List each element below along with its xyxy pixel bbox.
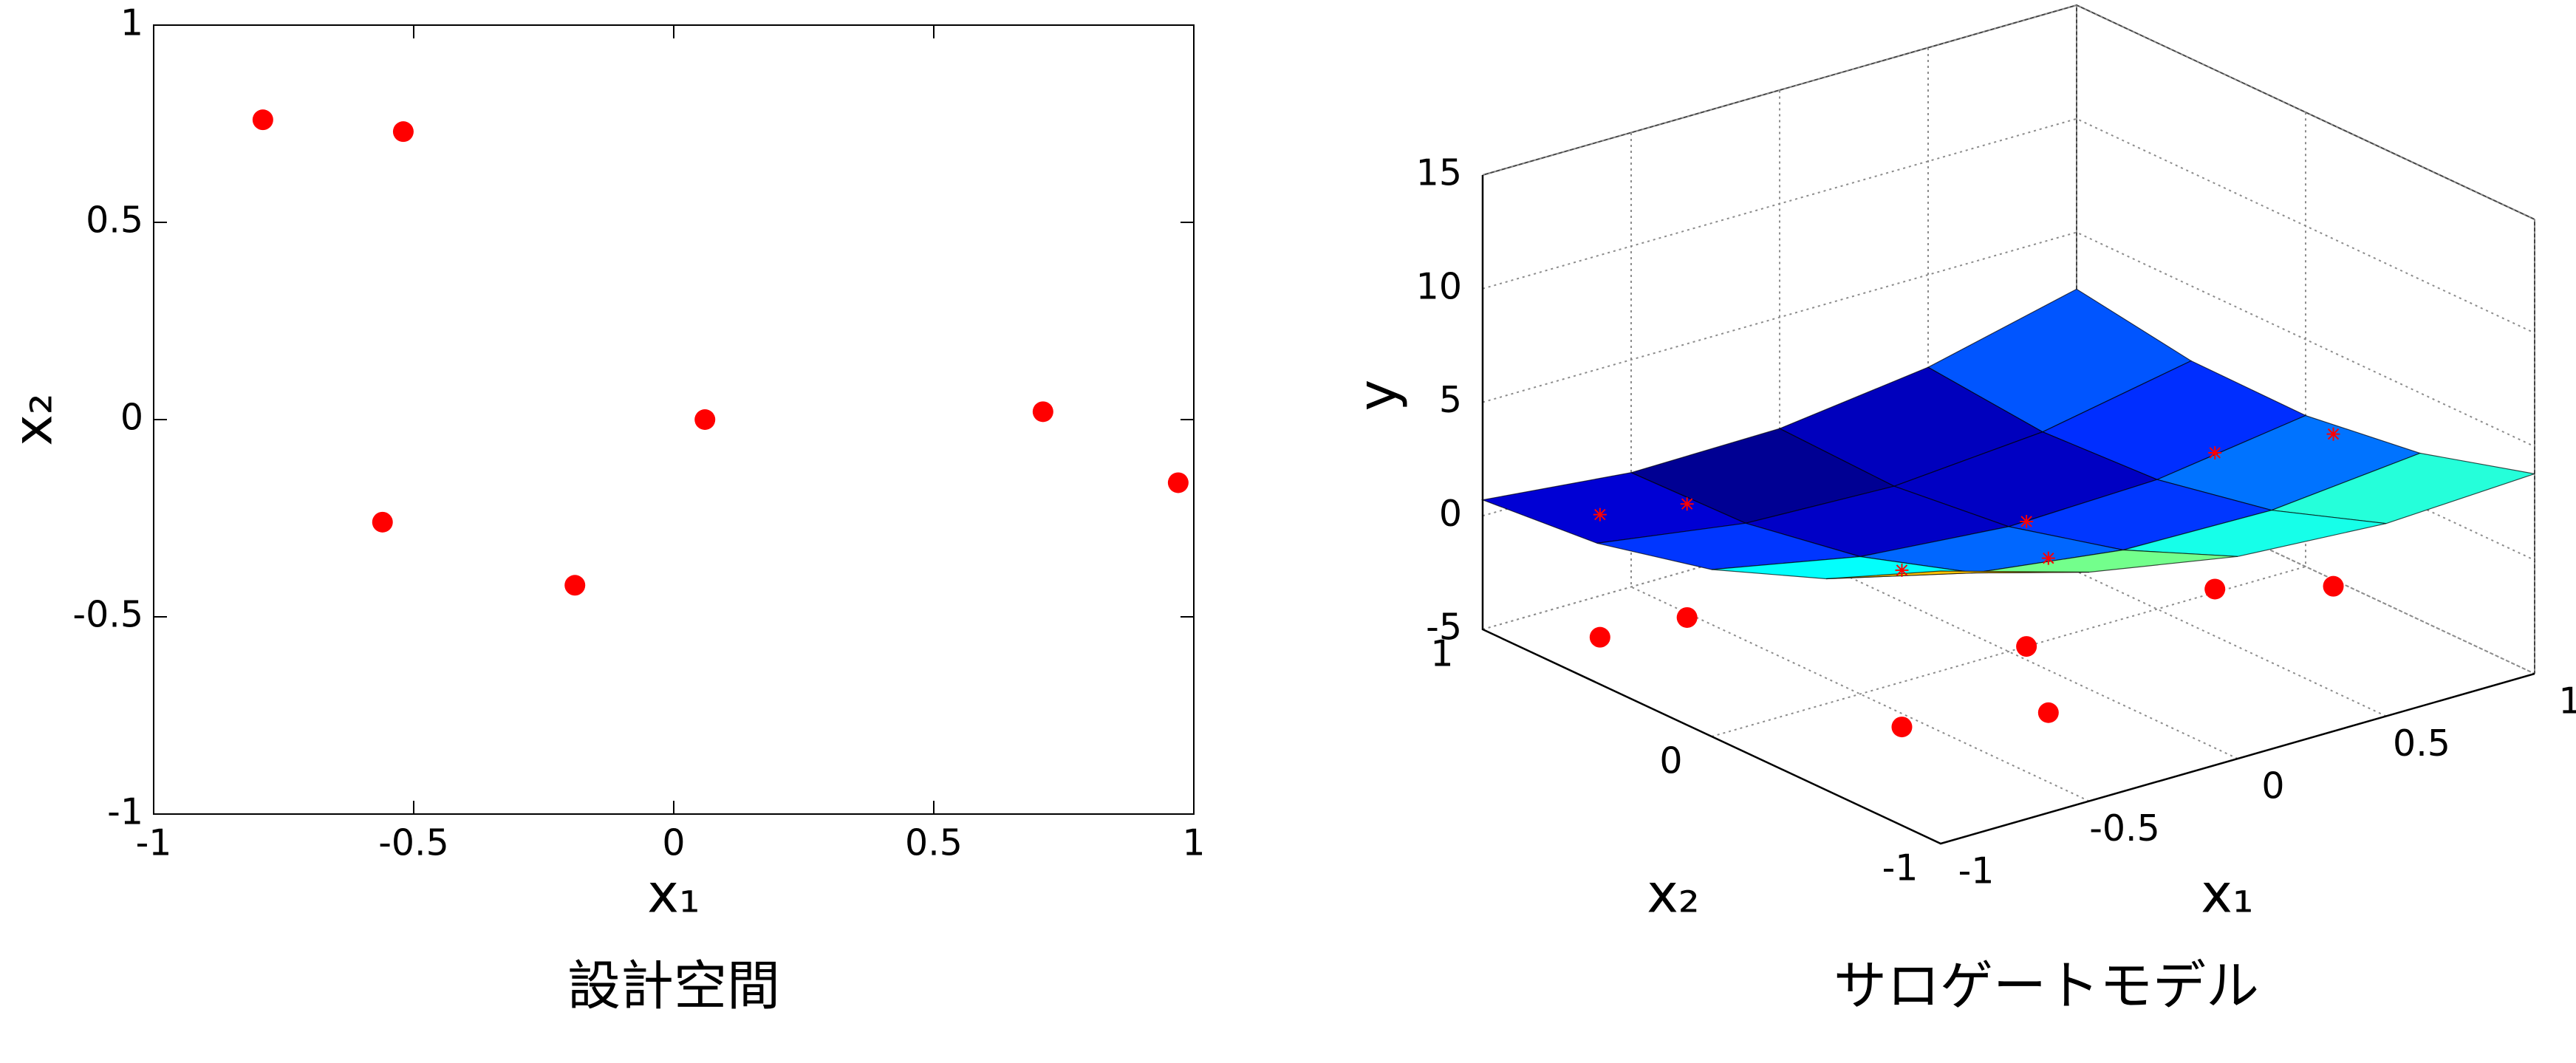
- z-tick-label: 10: [1416, 265, 1462, 307]
- data-point: [1167, 472, 1189, 493]
- z-tick-label: 15: [1416, 152, 1462, 194]
- sample-star: [2326, 427, 2340, 441]
- z-tick-label: 0: [1439, 493, 1462, 535]
- data-point: [392, 121, 414, 143]
- x1-tick-label: -1: [1958, 850, 1995, 892]
- caption: 設計空間: [567, 955, 780, 1017]
- x-tick-label: 1: [1182, 822, 1205, 864]
- floor-point: [1891, 717, 1913, 738]
- x-tick-label: 0: [662, 822, 685, 864]
- sample-star: [2041, 551, 2055, 565]
- y-tick-label: 1: [120, 2, 143, 44]
- data-point: [372, 511, 393, 533]
- sample-star: [2208, 445, 2222, 459]
- y-tick-label: -0.5: [72, 594, 143, 636]
- x-tick-label: 0.5: [905, 822, 963, 864]
- z-tick-label: -5: [1426, 606, 1462, 649]
- z-axis-label: y: [1347, 380, 1409, 411]
- z-tick-label: 5: [1439, 379, 1462, 421]
- sample-star: [1895, 563, 1909, 577]
- x-axis-label: x₁: [647, 863, 700, 925]
- floor-point: [1589, 626, 1610, 648]
- y-tick-label: 0: [120, 397, 143, 439]
- x1-axis-label: x₁: [2201, 863, 2253, 925]
- data-point: [694, 409, 716, 430]
- y-tick-label: -1: [107, 791, 143, 833]
- floor-point: [2016, 636, 2037, 657]
- x1-tick-label: -0.5: [2089, 807, 2160, 850]
- x2-axis-label: x₂: [1647, 863, 1699, 925]
- grid-line: [1482, 117, 2535, 334]
- z-axis: [1481, 175, 2535, 845]
- sample-star: [1680, 497, 1694, 511]
- x2-tick-label: 0: [1659, 740, 1682, 782]
- sample-star: [2020, 514, 2034, 528]
- x-tick-label: -0.5: [378, 822, 449, 864]
- floor-point: [2204, 578, 2226, 600]
- y-tick-label: 0.5: [86, 199, 143, 242]
- x-tick-label: -1: [136, 822, 172, 864]
- surface-patch: [1825, 570, 2090, 580]
- sample-star: [1593, 507, 1607, 522]
- caption: サロゲートモデル: [1834, 955, 2259, 1017]
- data-point: [252, 109, 273, 131]
- floor-point: [2323, 575, 2344, 597]
- x2-tick-label: -1: [1882, 847, 1919, 889]
- grid-line: [1482, 4, 2535, 220]
- x1-tick-label: 0: [2261, 765, 2284, 807]
- y-axis-label: x₂: [2, 393, 64, 445]
- floor-point: [2037, 702, 2059, 723]
- x1-tick-label: 0.5: [2393, 722, 2450, 765]
- floor-point: [1676, 606, 1698, 628]
- x1-tick-label: 1: [2558, 680, 2576, 722]
- data-point: [564, 575, 586, 596]
- data-point: [1032, 401, 1053, 423]
- box-edge: [1482, 4, 2535, 220]
- x2-tick-label: 1: [1430, 633, 1453, 675]
